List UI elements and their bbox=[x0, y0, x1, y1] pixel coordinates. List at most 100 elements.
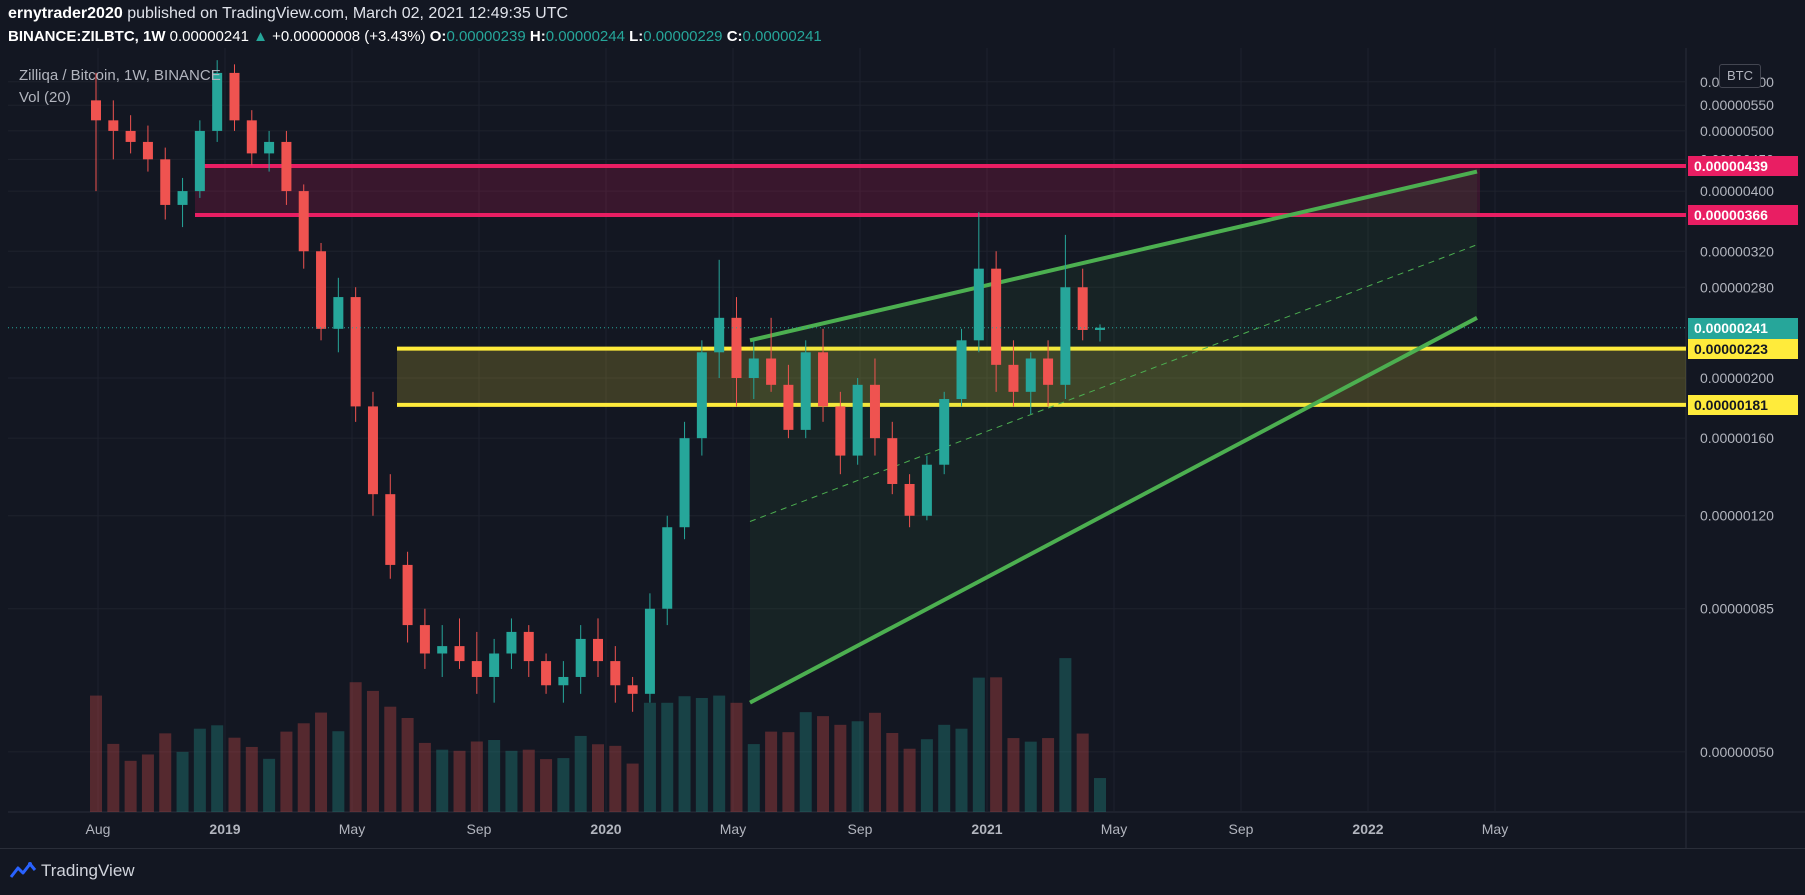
candle-body bbox=[714, 317, 725, 353]
candle-body bbox=[1077, 287, 1088, 330]
volume-bar bbox=[90, 695, 102, 812]
volume-bar bbox=[609, 745, 622, 812]
volume-bar bbox=[315, 712, 328, 812]
tradingview-logo-icon[interactable] bbox=[9, 861, 37, 881]
price-label: 0.00000241 bbox=[1688, 317, 1798, 338]
x-tick-label: May bbox=[339, 821, 365, 837]
volume-bar bbox=[1076, 733, 1089, 812]
candle-body bbox=[91, 100, 101, 121]
volume-bar bbox=[1042, 738, 1055, 812]
volume-bar bbox=[488, 739, 501, 812]
candle-body bbox=[1095, 327, 1105, 330]
volume-bar bbox=[349, 682, 362, 812]
volume-bar bbox=[920, 739, 933, 812]
volume-bar bbox=[1007, 738, 1020, 812]
candle-body bbox=[1043, 358, 1054, 385]
x-tick-label: 2020 bbox=[590, 821, 621, 837]
volume-bar bbox=[782, 732, 795, 812]
price-label: 0.00000439 bbox=[1688, 156, 1798, 176]
high-label: H: bbox=[529, 28, 546, 45]
volume-bar bbox=[297, 723, 310, 812]
low-value: 0.00000229 bbox=[643, 28, 723, 45]
volume-bar bbox=[817, 716, 830, 812]
x-tick-label: Sep bbox=[467, 821, 492, 837]
candle-body bbox=[1025, 358, 1036, 392]
candle-body bbox=[194, 130, 205, 192]
candle-body bbox=[246, 120, 257, 154]
volume-bar bbox=[713, 695, 726, 812]
volume-bar bbox=[540, 759, 553, 812]
volume-bar bbox=[661, 702, 674, 812]
volume-bar bbox=[1059, 658, 1072, 812]
volume-bar bbox=[730, 702, 743, 812]
volume-bar bbox=[159, 733, 172, 812]
candle-body bbox=[350, 297, 361, 407]
volume-bar bbox=[453, 750, 466, 812]
candle-body bbox=[333, 297, 344, 329]
candle-body bbox=[818, 352, 829, 407]
volume-bar bbox=[228, 737, 241, 812]
volume-bar bbox=[990, 677, 1003, 812]
volume-legend: Vol (20) bbox=[19, 89, 71, 106]
volume-bar bbox=[972, 677, 985, 812]
symbol-name: BINANCE:ZILBTC, 1W bbox=[8, 28, 166, 45]
candle-body bbox=[956, 340, 967, 400]
y-tick-label: 0.00000320 bbox=[1700, 243, 1774, 259]
candle-body bbox=[506, 631, 517, 654]
volume-bar bbox=[124, 760, 137, 812]
candle-body bbox=[471, 661, 482, 677]
volume-bar bbox=[626, 763, 639, 812]
volume-bar bbox=[263, 758, 276, 812]
candle-body bbox=[454, 646, 465, 662]
close-value: 0.00000241 bbox=[742, 28, 822, 45]
tradingview-brand[interactable]: TradingView bbox=[41, 861, 135, 880]
y-tick-label: 0.00000160 bbox=[1700, 430, 1774, 446]
candle-body bbox=[593, 638, 603, 662]
volume-bar bbox=[557, 758, 570, 812]
candle-body bbox=[558, 676, 569, 686]
volume-bar bbox=[955, 728, 968, 812]
y-tick-label: 0.00000120 bbox=[1700, 508, 1774, 524]
chart-title: Zilliqa / Bitcoin, 1W, BINANCE bbox=[19, 67, 221, 84]
price-label: 0.00000223 bbox=[1688, 338, 1798, 359]
volume-bar bbox=[799, 712, 812, 812]
price-chart[interactable]: 0.000006000.000005500.000005000.00000450… bbox=[0, 0, 1805, 848]
candle-body bbox=[125, 130, 136, 142]
currency-button[interactable]: BTC bbox=[1719, 64, 1761, 88]
resistance-zone bbox=[195, 166, 1480, 216]
y-tick-label: 0.00000050 bbox=[1700, 744, 1774, 760]
x-tick-label: Sep bbox=[1229, 821, 1254, 837]
price-change: +0.00000008 (+3.43%) bbox=[272, 28, 426, 45]
candle-body bbox=[887, 438, 898, 484]
candle-body bbox=[367, 406, 378, 495]
candle-body bbox=[748, 358, 759, 379]
candle-body bbox=[489, 653, 500, 677]
candle-body bbox=[575, 638, 586, 677]
y-tick-label: 0.00000400 bbox=[1700, 183, 1774, 199]
volume-bar bbox=[280, 731, 293, 812]
candle-body bbox=[177, 191, 188, 205]
volume-bar bbox=[834, 724, 847, 812]
high-value: 0.00000244 bbox=[545, 28, 625, 45]
volume-bar bbox=[401, 717, 414, 812]
candle-body bbox=[437, 646, 448, 654]
volume-bar bbox=[384, 706, 397, 812]
author-name[interactable]: ernytrader2020 bbox=[8, 5, 123, 22]
volume-bar bbox=[592, 744, 604, 812]
channel-upper-line bbox=[749, 169, 1478, 343]
volume-bar bbox=[1094, 778, 1106, 812]
y-tick-label: 0.00000550 bbox=[1700, 97, 1774, 113]
candle-body bbox=[766, 358, 777, 385]
volume-bar bbox=[903, 748, 916, 812]
x-tick-label: 2021 bbox=[971, 821, 1002, 837]
open-value: 0.00000239 bbox=[446, 28, 526, 45]
x-tick-label: 2019 bbox=[209, 821, 240, 837]
candle-body bbox=[385, 494, 396, 565]
candle-body bbox=[644, 608, 655, 694]
publish-info: ernytrader2020 published on TradingView.… bbox=[8, 5, 568, 23]
price-label: 0.00000181 bbox=[1688, 394, 1798, 415]
candle-body bbox=[731, 317, 742, 379]
candle-body bbox=[973, 268, 984, 341]
candle-body bbox=[696, 352, 707, 439]
volume-bar bbox=[851, 721, 864, 812]
